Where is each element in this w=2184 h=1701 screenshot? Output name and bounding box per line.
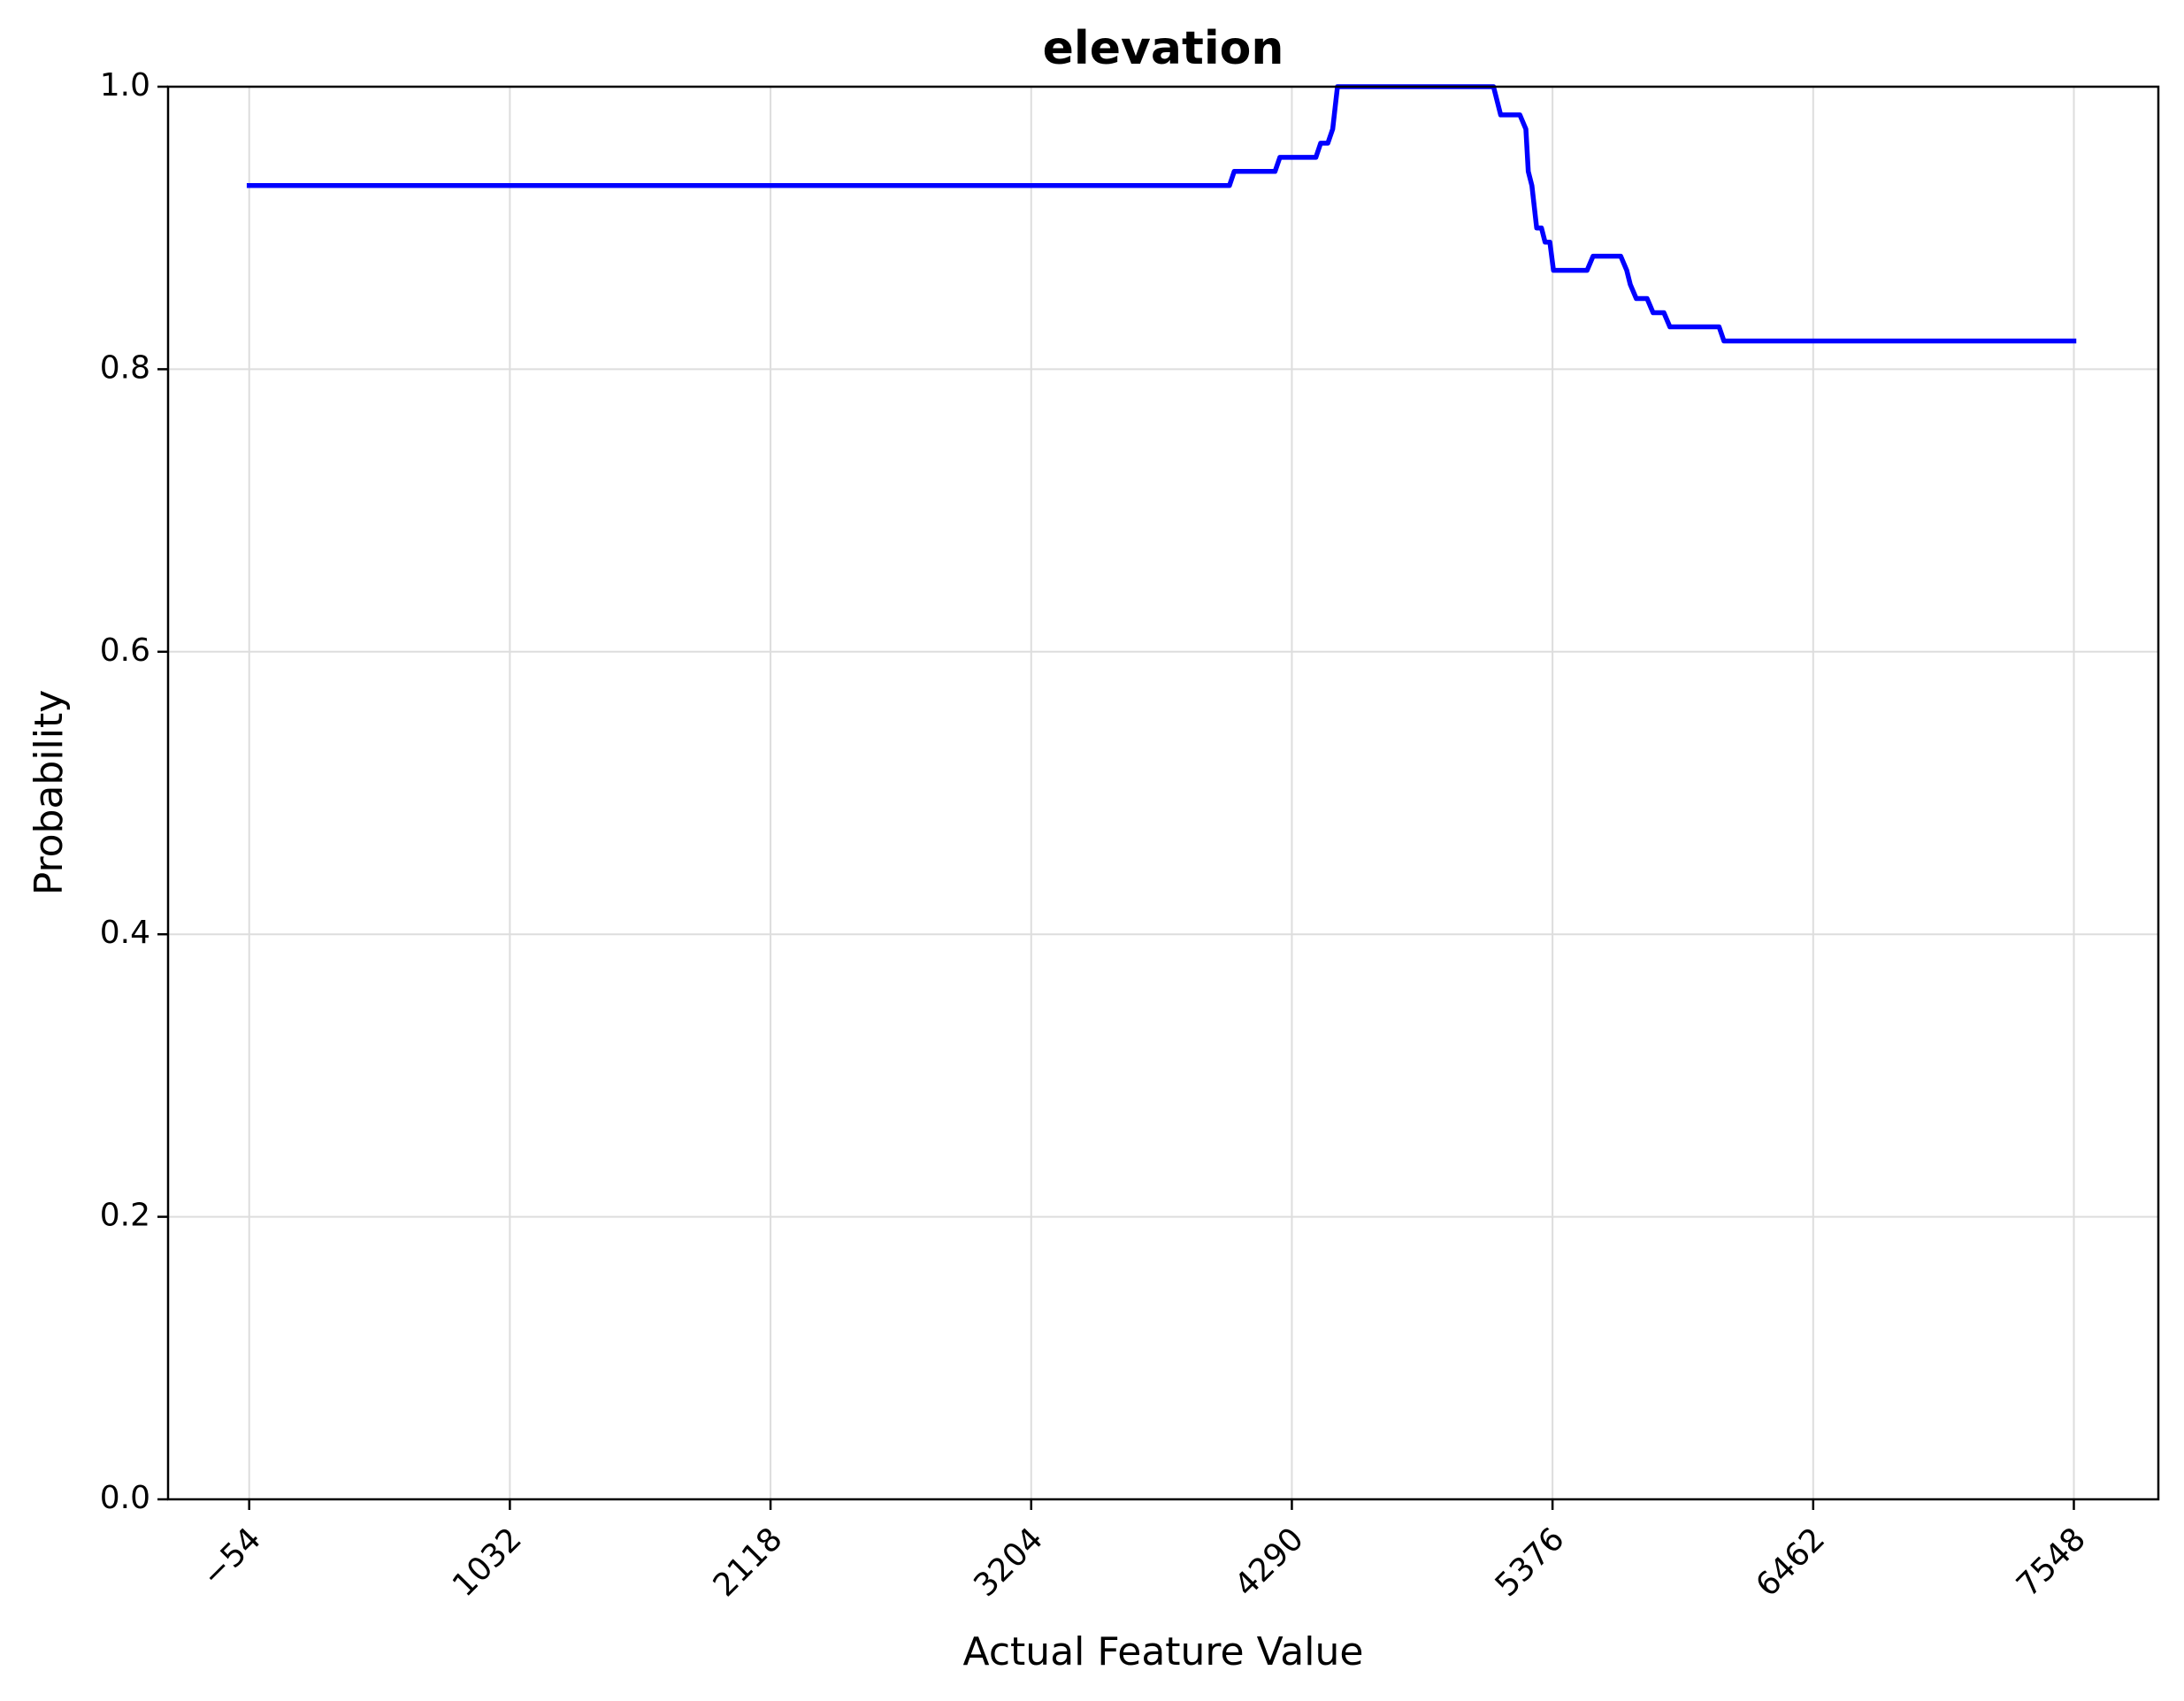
y-axis-label: Probability (27, 690, 72, 896)
series-layer (246, 84, 2077, 344)
series-line (246, 84, 2077, 344)
y-tick-label: 0.4 (100, 915, 150, 951)
y-tick-label: 0.0 (100, 1480, 150, 1516)
y-tick-label: 0.8 (100, 349, 150, 386)
y-tick-label: 0.6 (100, 632, 150, 669)
y-tick-label: 0.2 (100, 1198, 150, 1234)
chart-title: elevation (1043, 22, 1284, 75)
plot-frame (166, 85, 2160, 1501)
y-tick-label: 1.0 (100, 67, 150, 103)
x-axis-label: Actual Feature Value (963, 1629, 1364, 1674)
